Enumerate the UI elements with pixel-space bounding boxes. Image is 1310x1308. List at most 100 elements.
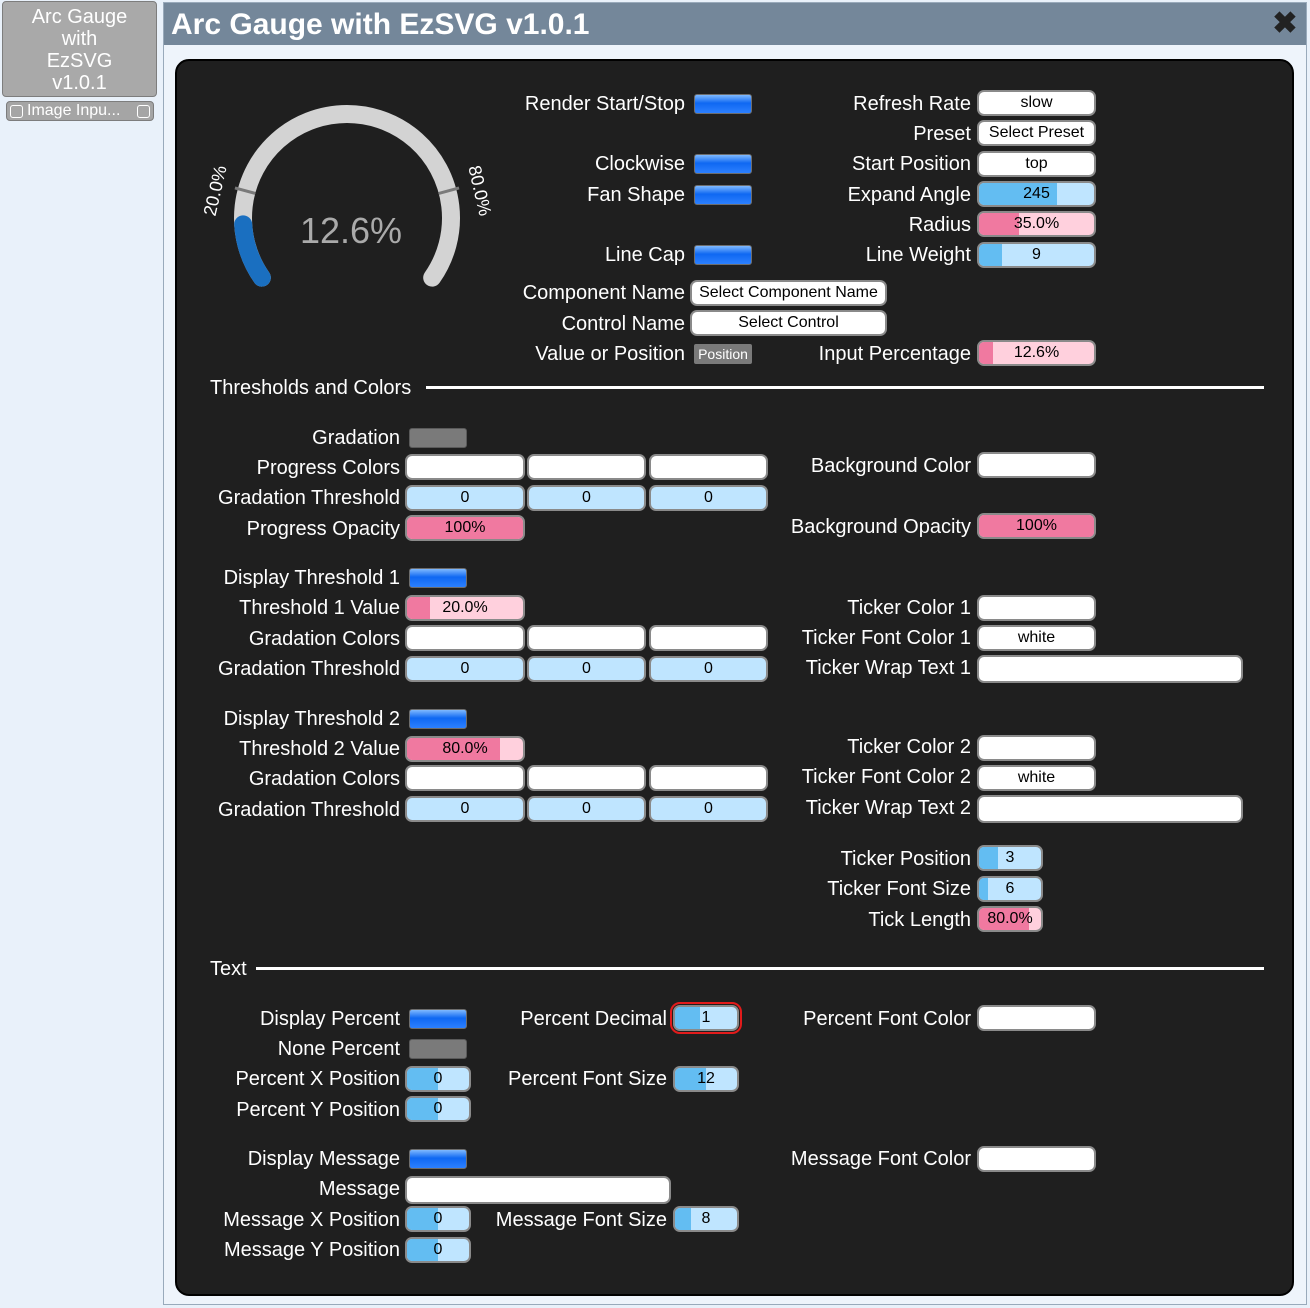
t2-gradation-threshold-3-value: 0 [704,800,713,817]
percent-x-position-slider[interactable]: 0 [405,1066,471,1092]
percent-decimal-slider[interactable]: 1 [670,1002,742,1034]
gradation-threshold-1[interactable]: 0 [405,485,525,511]
percent-font-size-label: Percent Font Size [508,1068,667,1090]
refresh-rate-select[interactable]: slow [977,90,1096,116]
control-name-select[interactable]: Select Control [690,310,887,336]
gauge-value-text: 12.6% [300,210,402,251]
ticker-font-size-slider[interactable]: 6 [977,876,1043,902]
radius-slider[interactable]: 35.0% [977,211,1096,237]
t2-gradation-threshold-2[interactable]: 0 [527,796,646,822]
pin-right-icon [137,105,150,118]
gradation-threshold-3-value: 0 [704,489,713,506]
gauge-preview: 12.6% 20.0% 80.0% [200,105,495,287]
t1-gradation-color-2[interactable] [527,625,646,651]
message-input[interactable] [405,1176,671,1204]
tick-length-label: Tick Length [868,909,971,931]
t1-gradation-color-3[interactable] [649,625,768,651]
gradation-toggle[interactable] [409,428,467,448]
t1-gradation-threshold-1[interactable]: 0 [405,656,525,682]
t1-gradation-color-1[interactable] [405,625,525,651]
line-weight-label: Line Weight [865,244,971,266]
ticker-font-size-value: 6 [1005,880,1015,897]
percent-y-position-slider[interactable]: 0 [405,1096,471,1122]
line-cap-toggle[interactable] [694,245,752,265]
line-weight-slider[interactable]: 9 [977,242,1096,268]
node-title-line: Arc Gauge [31,6,128,28]
node-title-line: with [61,28,98,50]
percent-y-position-label: Percent Y Position [236,1099,400,1121]
background-opacity-label: Background Opacity [790,516,971,538]
progress-color-3[interactable] [649,454,768,480]
ticker-font-color-1-input[interactable]: white [977,625,1096,651]
value-or-position-button[interactable]: Position [694,344,752,364]
t2-gradation-color-2[interactable] [527,765,646,791]
background-color-input[interactable] [977,452,1096,478]
gradation-threshold-2[interactable]: 0 [527,485,646,511]
t2-gradation-threshold-1[interactable]: 0 [405,796,525,822]
expand-angle-value: 245 [1023,185,1050,202]
progress-color-1[interactable] [405,454,525,480]
ticker-color-1-input[interactable] [977,595,1096,621]
message-font-size-slider[interactable]: 8 [673,1206,739,1232]
close-icon[interactable]: ✖ [1272,7,1298,40]
percent-y-position-value: 0 [433,1100,443,1117]
threshold-1-value-slider[interactable]: 20.0% [405,595,525,621]
gradation-threshold-t1-label: Gradation Threshold [218,658,400,680]
percent-font-color-label: Percent Font Color [803,1008,971,1030]
percent-font-color-input[interactable] [977,1005,1096,1031]
ticker-font-color-2-input[interactable]: white [977,765,1096,791]
gauge-progress [234,215,271,287]
display-threshold-2-toggle[interactable] [409,709,467,729]
ticker-position-slider[interactable]: 3 [977,845,1043,871]
t2-gradation-color-1[interactable] [405,765,525,791]
clockwise-toggle[interactable] [694,154,752,174]
image-input-pin[interactable]: Image Inpu... [6,101,154,121]
t1-gradation-threshold-2[interactable]: 0 [527,656,646,682]
gradation-colors-2-label: Gradation Colors [248,768,400,790]
pin-left-icon [10,105,23,118]
gradation-threshold-3[interactable]: 0 [649,485,768,511]
ticker-wrap-text-2-input[interactable] [977,795,1243,823]
ticker-color-2-label: Ticker Color 2 [847,736,971,758]
display-percent-toggle[interactable] [409,1009,467,1029]
t2-gradation-color-3[interactable] [649,765,768,791]
thresholds-section-title: Thresholds and Colors [210,377,412,399]
pin-label: Image Inpu... [27,102,121,119]
threshold-2-value-slider[interactable]: 80.0% [405,736,525,762]
node-tile[interactable]: Arc Gauge with EzSVG v1.0.1 [2,1,157,97]
message-x-position-slider[interactable]: 0 [405,1206,471,1232]
ticker-color-2-input[interactable] [977,735,1096,761]
message-y-position-slider[interactable]: 0 [405,1237,471,1263]
text-divider [256,967,1264,970]
percent-x-position-value: 0 [433,1070,443,1087]
input-percentage-slider[interactable]: 12.6% [977,340,1096,366]
progress-opacity-slider[interactable]: 100% [405,515,525,541]
progress-color-2[interactable] [527,454,646,480]
message-label: Message [318,1178,400,1200]
render-start-stop-toggle[interactable] [694,94,752,114]
t1-gradation-threshold-3[interactable]: 0 [649,656,768,682]
t2-gradation-threshold-3[interactable]: 0 [649,796,768,822]
gradation-label: Gradation [312,427,400,449]
progress-colors-label: Progress Colors [256,457,400,479]
ticker-wrap-text-1-input[interactable] [977,655,1243,683]
background-opacity-value: 100% [1016,517,1057,534]
preset-select[interactable]: Select Preset [977,120,1096,146]
threshold-2-value-label: Threshold 2 Value [239,738,400,760]
radius-label: Radius [908,214,971,236]
display-message-toggle[interactable] [409,1149,467,1169]
expand-angle-slider[interactable]: 245 [977,181,1096,207]
value-or-position-label: Value or Position [535,343,685,365]
node-title-line: v1.0.1 [52,72,107,94]
tick-length-slider[interactable]: 80.0% [977,906,1043,932]
threshold-2-value: 80.0% [442,740,488,757]
start-position-select[interactable]: top [977,151,1096,177]
fan-shape-toggle[interactable] [694,185,752,205]
display-threshold-1-toggle[interactable] [409,568,467,588]
percent-font-size-slider[interactable]: 12 [673,1066,739,1092]
none-percent-toggle[interactable] [409,1039,467,1059]
ticker-font-size-label: Ticker Font Size [827,878,971,900]
message-font-color-input[interactable] [977,1146,1096,1172]
background-opacity-slider[interactable]: 100% [977,513,1096,539]
component-name-select[interactable]: Select Component Name [690,280,887,306]
